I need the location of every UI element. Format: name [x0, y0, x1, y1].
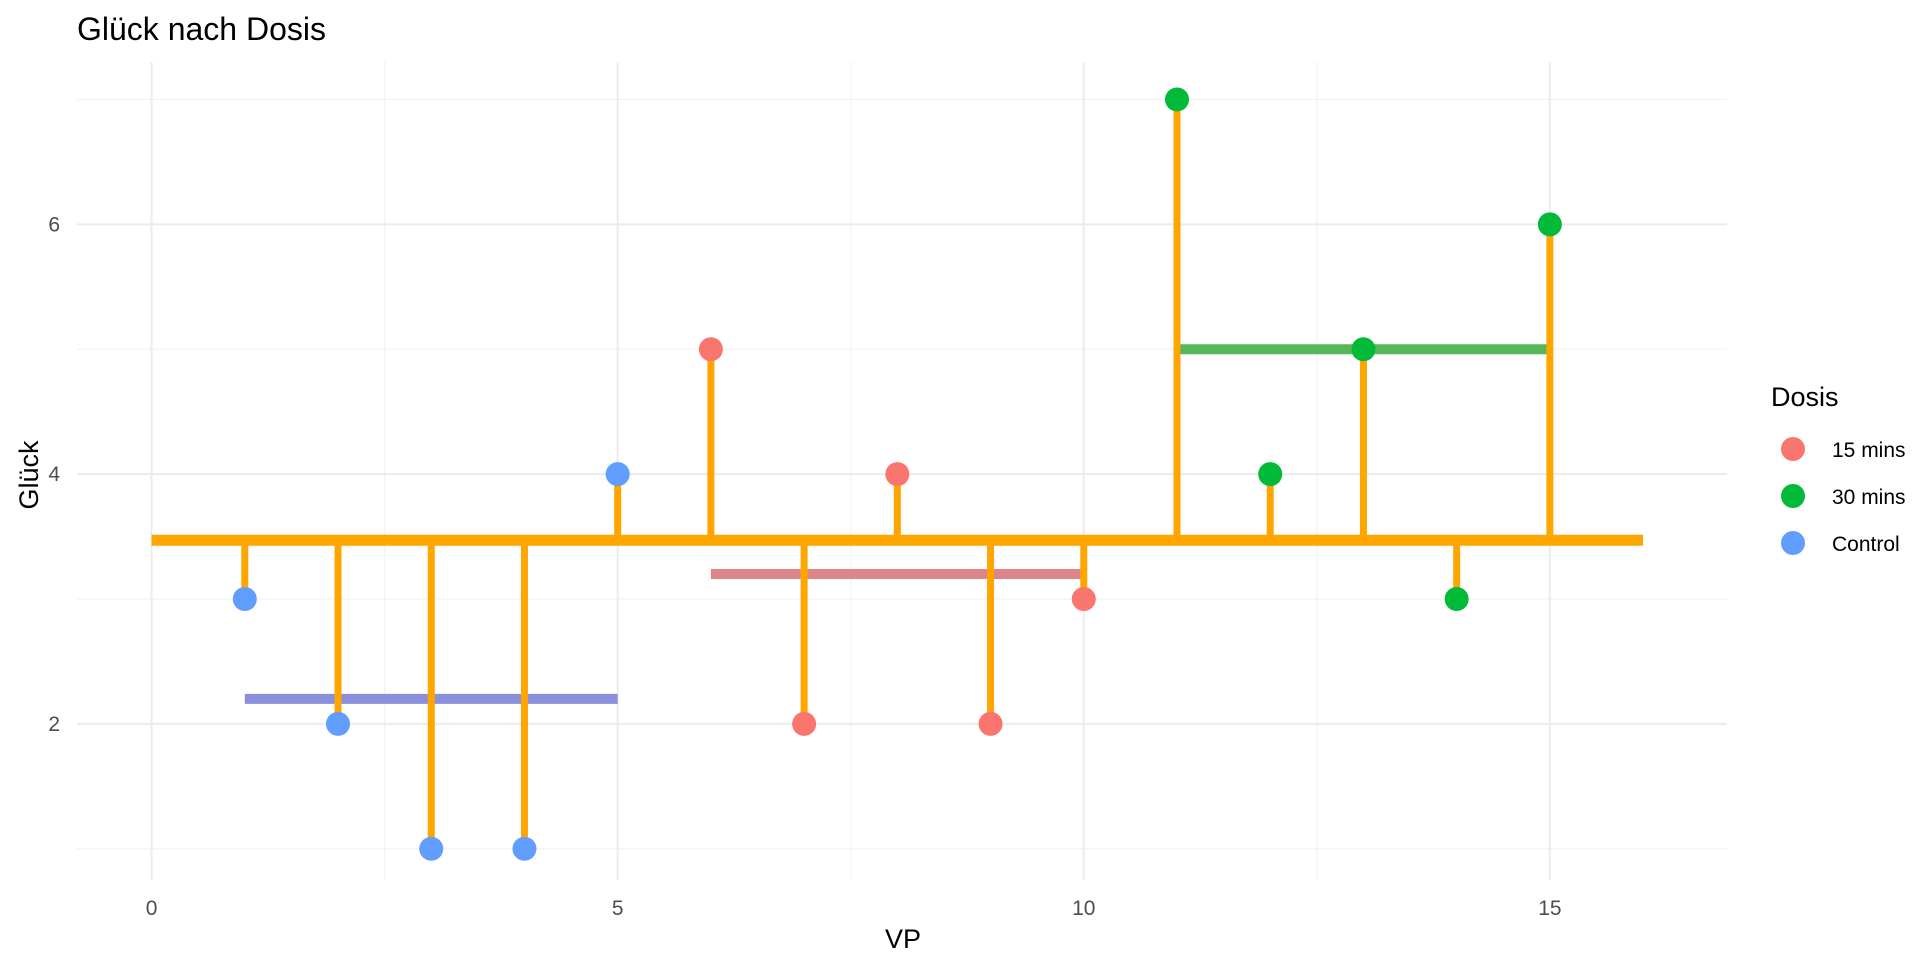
data-point — [885, 462, 910, 487]
chart-title: Glück nach Dosis — [77, 11, 326, 47]
data-point — [232, 587, 257, 612]
x-axis-title: VP — [885, 924, 921, 954]
y-tick-label: 6 — [48, 213, 60, 236]
x-tick-label: 10 — [1072, 897, 1095, 920]
y-tick-label: 4 — [48, 463, 60, 486]
legend: Dosis 15 mins 30 mins Control — [1771, 382, 1906, 556]
data-point — [605, 462, 630, 487]
legend-key — [1781, 484, 1805, 508]
legend-label: Control — [1832, 533, 1900, 556]
data-point — [698, 337, 723, 362]
x-tick-label: 0 — [146, 897, 158, 920]
legend-key — [1781, 531, 1805, 555]
legend-title: Dosis — [1771, 382, 1839, 412]
data-point — [1537, 212, 1562, 237]
tick-labels: 0 5 10 15 2 4 6 — [48, 213, 1561, 920]
x-tick-label: 15 — [1538, 897, 1561, 920]
y-tick-label: 2 — [48, 713, 60, 736]
data-point — [1444, 587, 1469, 612]
data-point — [978, 711, 1003, 736]
data-point — [1165, 87, 1189, 112]
x-tick-label: 5 — [612, 897, 624, 920]
data-point — [1258, 462, 1283, 487]
legend-key — [1781, 437, 1805, 461]
data-point — [1071, 587, 1096, 612]
y-axis-title: Glück — [14, 440, 44, 510]
data-point — [419, 836, 444, 861]
legend-label: 15 mins — [1832, 439, 1906, 462]
data-point — [326, 711, 351, 736]
data-point — [792, 711, 817, 736]
legend-label: 30 mins — [1832, 486, 1906, 509]
data-point — [512, 836, 537, 861]
data-point — [1351, 337, 1376, 362]
data-points — [232, 87, 1562, 861]
